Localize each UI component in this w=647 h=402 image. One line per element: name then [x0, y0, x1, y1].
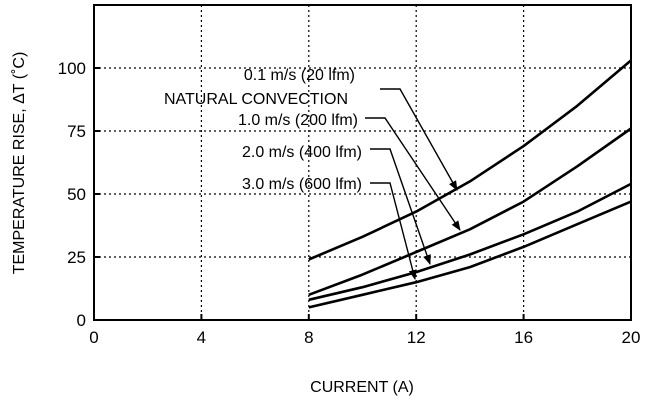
- plot-area-frame: [93, 4, 632, 321]
- series-line-2: [308, 127, 632, 297]
- y-tick-label: 50: [67, 185, 86, 204]
- annotation-leader-3: [365, 117, 461, 231]
- annotations: 0.1 m/s (20 lfm) NATURAL CONVECTION 1.0 m/…: [164, 67, 461, 280]
- x-tick-label: 8: [304, 328, 313, 347]
- x-tick-label: 20: [622, 328, 641, 347]
- annotation-label-4: 2.0 m/s (400 lfm): [242, 144, 362, 161]
- x-tick-label: 12: [407, 328, 426, 347]
- annotation-leader-5: [370, 182, 417, 280]
- data-series: [308, 59, 632, 309]
- y-tick-labels: 0 25 50 75 100: [58, 59, 100, 330]
- x-tick-label: 0: [89, 328, 98, 347]
- x-tick-label: 16: [514, 328, 533, 347]
- series-line-1: [308, 59, 632, 261]
- y-axis-title: TEMPERATURE RISE, ΔT (˚C): [11, 52, 28, 275]
- y-tick-label: 25: [67, 248, 86, 267]
- y-tick-label: 75: [67, 122, 86, 141]
- annotation-label-1: 0.1 m/s (20 lfm): [244, 67, 355, 84]
- annotation-leader-1: [380, 88, 458, 191]
- annotation-label-5: 3.0 m/s (600 lfm): [242, 176, 362, 193]
- annotation-label-2: NATURAL CONVECTION: [164, 91, 348, 108]
- x-axis-title: CURRENT (A): [310, 379, 414, 396]
- y-tick-label: 100: [58, 59, 86, 78]
- grid-lines: [94, 5, 631, 320]
- annotation-leader-4: [370, 148, 431, 265]
- x-tick-label: 4: [197, 328, 206, 347]
- series-line-4: [308, 200, 632, 309]
- series-line-3: [308, 182, 632, 302]
- annotation-label-3: 1.0 m/s (200 lfm): [238, 112, 358, 129]
- y-tick-label: 0: [77, 311, 86, 330]
- x-tick-labels: 0 4 8 12 16 20: [89, 314, 640, 347]
